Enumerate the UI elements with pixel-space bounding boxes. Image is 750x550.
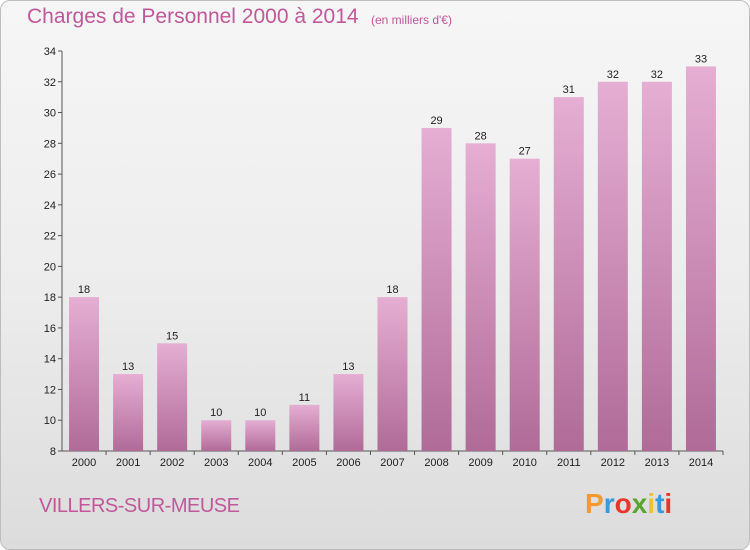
bar-value-label: 29 [430,115,442,127]
x-tick-label: 2003 [204,457,228,469]
x-tick-label: 2011 [557,457,581,469]
bar-value-label: 18 [386,284,398,296]
x-tick-label: 2006 [336,457,360,469]
logo-letter: i [647,488,656,519]
bar [641,81,672,452]
logo-letter: i [664,488,673,519]
x-tick-label: 2012 [601,457,625,469]
y-tick-label: 12 [44,384,56,396]
y-tick-label: 14 [44,354,56,366]
bar-value-label: 10 [254,407,266,419]
bar-value-label: 28 [475,130,487,142]
bar [113,374,144,451]
chart-subtitle: (en milliers d'€) [371,13,452,27]
y-tick-label: 32 [44,77,56,89]
x-tick-label: 2000 [72,457,96,469]
logo-letter: P [585,488,604,519]
bar [509,158,540,451]
x-tick-label: 2001 [116,457,140,469]
bar [245,420,276,451]
y-tick-label: 10 [44,415,56,427]
y-tick-label: 8 [50,446,56,458]
x-tick-label: 2005 [292,457,316,469]
y-tick-label: 16 [44,323,56,335]
bar [685,66,716,451]
chart-title: Charges de Personnel 2000 à 2014 [27,5,359,28]
y-tick-label: 34 [44,46,56,58]
bar [465,143,496,452]
bar [289,404,320,451]
bar [377,297,408,451]
y-tick-label: 30 [44,108,56,120]
bar-value-label: 10 [210,407,222,419]
bar-value-label: 33 [695,53,707,65]
bar-value-label: 31 [563,84,575,96]
bar-value-label: 11 [299,392,310,404]
proxiti-logo: Proxiti [585,488,672,520]
y-tick-label: 20 [44,261,56,273]
x-tick-label: 2002 [160,457,184,469]
bar [421,127,452,451]
bar [597,81,628,452]
bar [333,374,364,451]
town-name: VILLERS-SUR-MEUSE [39,495,240,517]
bar [553,97,584,452]
bar-value-label: 32 [607,69,619,81]
bar [157,343,188,451]
logo-letter: x [631,488,648,519]
x-tick-label: 2004 [248,457,272,469]
x-tick-label: 2010 [512,457,536,469]
bar-value-label: 13 [342,361,354,373]
y-tick-label: 28 [44,138,56,150]
y-tick-label: 18 [44,292,56,304]
x-tick-label: 2008 [424,457,448,469]
logo-letter: t [655,488,665,519]
bar-value-label: 15 [166,330,178,342]
bar-value-label: 32 [651,69,663,81]
bar [69,297,100,451]
logo-letter: r [603,488,615,519]
y-tick-label: 24 [44,200,56,212]
x-tick-label: 2009 [468,457,492,469]
bar [201,420,232,451]
y-tick-label: 26 [44,169,56,181]
x-tick-label: 2013 [645,457,669,469]
bar-value-label: 27 [519,146,531,158]
logo-letter: o [614,488,632,519]
x-tick-label: 2007 [380,457,404,469]
x-tick-label: 2014 [689,457,713,469]
bar-value-label: 13 [122,361,134,373]
y-tick-label: 22 [44,231,56,243]
bar-value-label: 18 [78,284,90,296]
